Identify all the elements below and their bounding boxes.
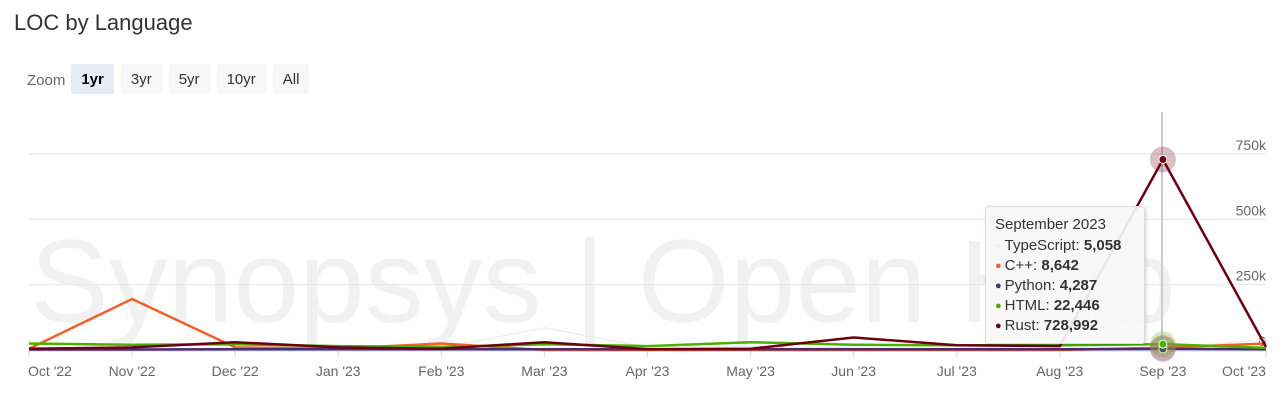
tooltip-label: Rust: (1004, 317, 1040, 334)
tooltip-title: September 2023 (995, 216, 1106, 233)
x-tick-label: Mar '23 (521, 363, 567, 379)
tooltip: September 2023 ● TypeScript: 5,058 ● C++: … (985, 206, 1145, 344)
zoom-label: Zoom (27, 71, 66, 89)
zoom-10yr-button[interactable]: 10yr (216, 64, 266, 94)
zoom-1yr-button[interactable]: 1yr (71, 64, 114, 94)
x-tick-label: Feb '23 (418, 363, 464, 379)
x-tick-label: Sep '23 (1139, 363, 1186, 379)
tooltip-row-python: ● Python: 4,287 (995, 276, 1144, 296)
x-tick-label: Dec '22 (212, 363, 259, 379)
cpp-dot-icon: ● (995, 260, 1002, 272)
tooltip-label: Python: (1004, 277, 1056, 294)
hover-marker-html (1158, 339, 1168, 349)
x-tick-label: Nov '22 (109, 363, 156, 379)
x-tick-label: Jan '23 (316, 363, 361, 379)
typescript-dot-icon: ● (995, 240, 1002, 252)
series-lines (28, 158, 1268, 352)
tooltip-row-html: ● HTML: 22,446 (995, 296, 1144, 316)
python-dot-icon: ● (995, 280, 1002, 292)
zoom-all-button[interactable]: All (272, 64, 310, 94)
x-tick-label: Oct '22 (28, 363, 72, 379)
tooltip-label: C++: (1004, 257, 1038, 274)
y-tick-label: 250k (1236, 268, 1267, 284)
tooltip-value: 5,058 (1083, 237, 1122, 254)
tooltip-label: HTML: (1004, 297, 1050, 314)
zoom-5yr-button[interactable]: 5yr (168, 64, 210, 94)
x-tick-label: Aug '23 (1036, 363, 1083, 379)
x-tick-label: Oct '23 (1222, 363, 1266, 379)
y-tick-label: 500k (1236, 202, 1267, 218)
x-tick-label: May '23 (726, 363, 775, 379)
rust-dot-icon: ● (995, 320, 1002, 332)
hover-marker-rust (1158, 154, 1168, 164)
x-tick-label: Jul '23 (937, 363, 977, 379)
hover-markers (1149, 146, 1176, 362)
x-tick-label: Jun '23 (831, 363, 876, 379)
tooltip-value: 4,287 (1059, 277, 1098, 294)
x-tick-label: Apr '23 (626, 363, 670, 379)
chart-title: LOC by Language (14, 10, 193, 35)
zoom-bar: Zoom 1yr 3yr 5yr 10yr All (27, 64, 316, 94)
tooltip-value: 728,992 (1043, 317, 1099, 334)
tooltip-value: 8,642 (1041, 257, 1079, 274)
x-axis: Oct '22 Nov '22 Dec '22 Jan '23 Feb '23 Mar '… (28, 350, 1267, 379)
series-line-rust (28, 158, 1268, 351)
tooltip-row-rust: ● Rust: 728,992 (995, 316, 1144, 336)
watermark-text: Synopsys | Open Hub (30, 216, 1176, 348)
y-tick-label: 750k (1236, 137, 1267, 153)
tooltip-label: TypeScript: (1004, 237, 1080, 254)
zoom-3yr-button[interactable]: 3yr (120, 64, 162, 94)
tooltip-value: 22,446 (1053, 297, 1100, 314)
html-dot-icon: ● (995, 300, 1002, 312)
tooltip-row-cpp: ● C++: 8,642 (995, 256, 1144, 276)
tooltip-row-typescript: ● TypeScript: 5,058 (995, 236, 1144, 256)
